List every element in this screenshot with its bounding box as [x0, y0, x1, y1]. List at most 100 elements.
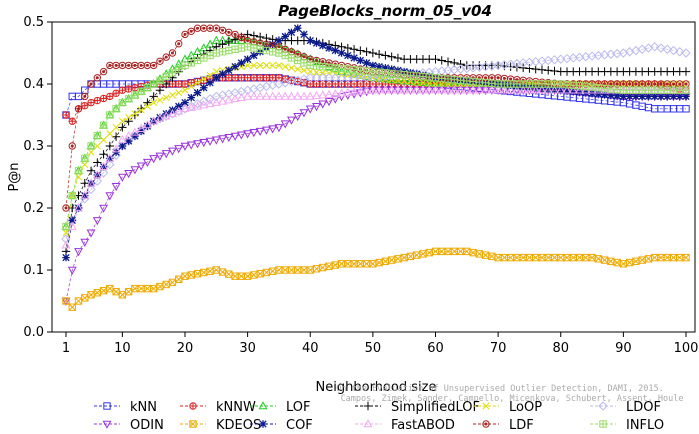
data-point	[306, 36, 314, 45]
data-point	[337, 49, 346, 57]
data-point	[682, 86, 690, 94]
data-point	[143, 102, 151, 110]
data-point	[406, 252, 415, 261]
data-point	[106, 154, 114, 163]
data-point	[74, 173, 83, 181]
data-point	[218, 268, 227, 276]
data-point	[625, 100, 634, 108]
data-point	[287, 54, 296, 62]
data-point	[556, 85, 566, 94]
data-point	[142, 121, 153, 131]
data-point	[268, 267, 277, 275]
data-point	[105, 141, 115, 151]
legend-label: LoOP	[509, 400, 542, 415]
data-point	[105, 153, 115, 162]
data-point	[268, 91, 278, 100]
data-point	[393, 85, 403, 94]
data-point	[256, 74, 264, 82]
data-point	[224, 134, 234, 143]
data-point	[74, 248, 83, 257]
data-point	[336, 73, 347, 83]
data-point	[625, 86, 634, 94]
data-point	[563, 87, 571, 95]
legend-label: INFLO	[626, 418, 664, 433]
data-point	[613, 258, 621, 267]
data-point	[131, 110, 139, 118]
legend-item-knnw: kNNW	[180, 400, 256, 415]
legend-label: ODIN	[130, 418, 164, 433]
data-point	[394, 255, 402, 263]
data-point	[663, 86, 671, 94]
data-point	[425, 248, 433, 257]
data-point	[650, 253, 659, 262]
x-tick-label: 50	[365, 341, 382, 356]
legend-item-odin: ODIN	[94, 418, 164, 433]
data-point	[150, 99, 158, 107]
data-point	[200, 76, 208, 84]
data-point	[74, 105, 83, 113]
data-point	[106, 111, 114, 119]
data-point	[156, 96, 164, 104]
legend-label: kNN	[130, 400, 157, 415]
data-point	[355, 86, 365, 95]
data-point	[175, 65, 183, 73]
x-tick-label: 1	[62, 341, 70, 356]
data-point	[531, 84, 540, 92]
data-point	[205, 98, 215, 108]
y-axis-label: P@n	[7, 162, 22, 191]
data-point	[431, 80, 440, 88]
data-point	[256, 61, 264, 69]
legend-marker	[259, 420, 267, 428]
data-point	[400, 253, 408, 262]
x-tick-label: 70	[490, 341, 507, 356]
data-point	[143, 98, 152, 107]
data-point	[406, 76, 415, 85]
data-point	[543, 85, 553, 94]
legend-marker	[189, 420, 197, 428]
data-point	[87, 98, 95, 107]
data-point	[675, 47, 685, 57]
data-point	[424, 85, 434, 94]
data-point	[330, 73, 341, 83]
data-point	[137, 106, 145, 114]
x-tick-label: 90	[615, 341, 632, 356]
data-point	[312, 265, 321, 273]
data-point	[619, 260, 628, 268]
data-point	[587, 85, 597, 94]
data-point	[550, 85, 559, 94]
data-point	[118, 117, 126, 125]
data-point	[475, 250, 484, 258]
data-point	[181, 61, 189, 70]
data-point	[162, 72, 170, 81]
data-point	[375, 258, 383, 267]
data-point	[330, 95, 340, 104]
data-point	[499, 85, 509, 94]
data-point	[137, 87, 145, 96]
data-point	[324, 98, 334, 107]
data-point	[280, 120, 290, 129]
data-point	[111, 144, 121, 153]
data-point	[68, 216, 76, 225]
data-point	[250, 74, 258, 82]
data-point	[594, 90, 603, 98]
data-point	[456, 247, 465, 256]
data-point	[181, 86, 189, 94]
data-point	[562, 85, 572, 94]
data-point	[93, 131, 102, 140]
data-point	[506, 85, 516, 94]
data-point	[318, 90, 328, 99]
data-point	[387, 256, 396, 264]
data-point	[161, 150, 171, 159]
data-point	[124, 85, 133, 93]
data-point	[80, 190, 90, 199]
data-point	[462, 85, 472, 94]
data-point	[406, 77, 414, 86]
data-point	[93, 289, 102, 297]
data-point	[118, 142, 127, 150]
data-point	[124, 131, 134, 140]
data-point	[99, 150, 108, 159]
data-point	[381, 257, 390, 266]
data-point	[632, 257, 640, 266]
data-point	[594, 255, 603, 263]
